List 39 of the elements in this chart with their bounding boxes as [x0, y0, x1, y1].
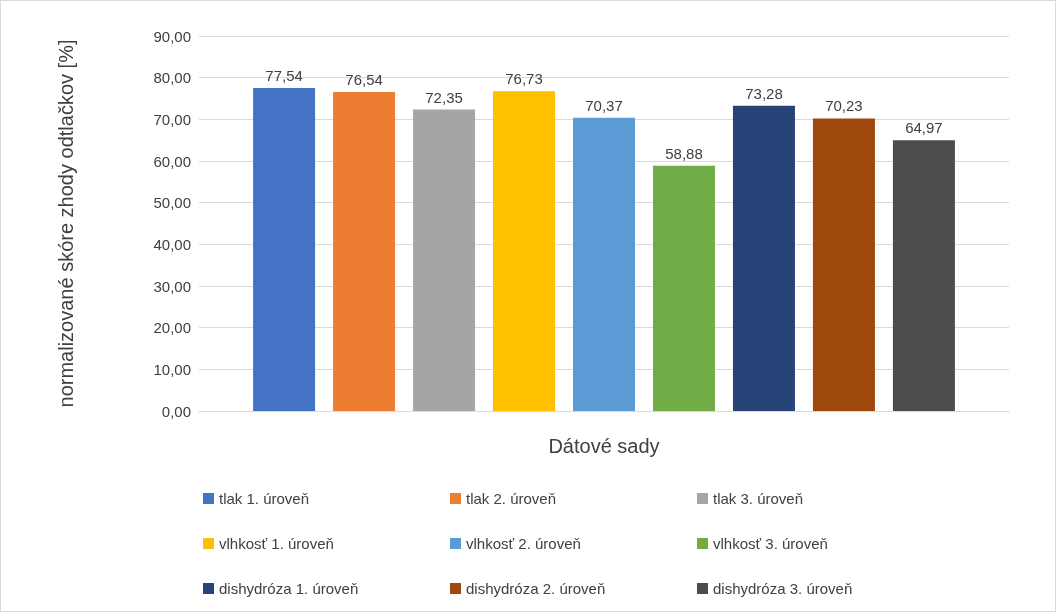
- bar: [253, 87, 316, 411]
- y-tick-label: 90,00: [153, 27, 191, 45]
- x-axis-title: Dátové sady: [548, 435, 660, 457]
- legend-label: dishydróza 3. úroveň: [713, 580, 853, 597]
- y-tick-label: 60,00: [153, 152, 191, 170]
- legend-label: tlak 2. úroveň: [466, 490, 557, 507]
- y-tick-label: 30,00: [153, 277, 191, 295]
- data-label: 70,23: [825, 97, 863, 115]
- data-label: 73,28: [745, 84, 783, 102]
- bar: [892, 140, 955, 411]
- bar: [573, 117, 635, 411]
- legend-label: vlhkosť 3. úroveň: [713, 535, 828, 552]
- bar: [732, 105, 795, 411]
- data-label: 76,54: [345, 71, 383, 89]
- y-tick-label: 40,00: [153, 235, 191, 253]
- y-axis-title: normalizované skóre zhody odtlačkov [%]: [55, 39, 77, 408]
- legend-label: vlhkosť 1. úroveň: [219, 535, 334, 552]
- bar: [493, 91, 556, 411]
- bar: [413, 109, 476, 411]
- legend-label: vlhkosť 2. úroveň: [466, 535, 581, 552]
- legend-label: dishydróza 1. úroveň: [219, 580, 359, 597]
- data-label: 77,54: [265, 66, 303, 84]
- bar: [333, 92, 396, 411]
- legend-label: dishydróza 2. úroveň: [466, 580, 606, 597]
- bar: [652, 165, 715, 411]
- data-label: 76,73: [505, 70, 543, 88]
- y-tick-label: 0,00: [161, 402, 191, 420]
- y-tick-label: 70,00: [153, 110, 191, 128]
- y-tick-label: 20,00: [153, 319, 191, 337]
- bar: [812, 118, 875, 411]
- data-label: 72,35: [425, 88, 463, 106]
- legend-label: tlak 1. úroveň: [219, 490, 310, 507]
- y-tick-label: 80,00: [153, 69, 191, 87]
- y-tick-label: 50,00: [153, 194, 191, 212]
- data-label: 64,97: [905, 119, 943, 137]
- y-tick-label: 10,00: [153, 360, 191, 378]
- data-label: 58,88: [665, 144, 703, 162]
- data-label: 70,37: [585, 96, 623, 114]
- legend-label: tlak 3. úroveň: [713, 490, 804, 507]
